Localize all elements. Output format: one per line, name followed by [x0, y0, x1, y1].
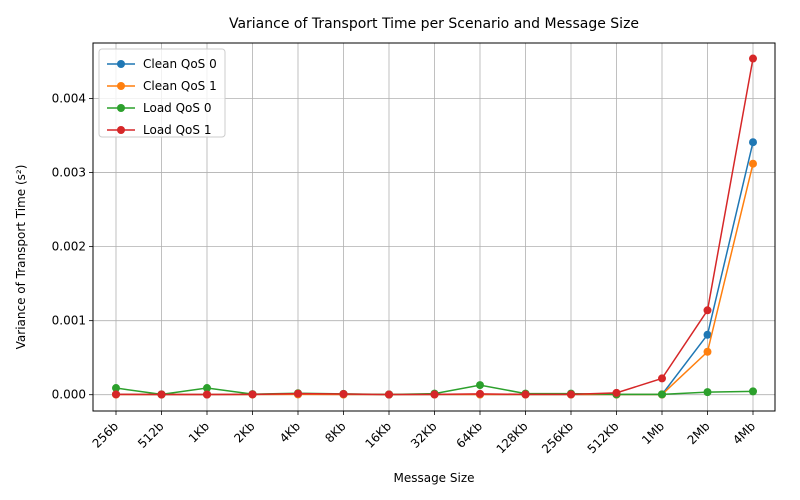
data-point — [112, 384, 120, 393]
legend-label: Clean QoS 1 — [143, 79, 217, 93]
data-point — [112, 390, 120, 399]
legend-swatch-marker — [117, 126, 125, 134]
y-tick-label: 0.004 — [52, 92, 86, 106]
data-point — [203, 384, 211, 393]
data-point — [248, 390, 257, 399]
legend-box — [98, 48, 226, 138]
y-tick-label: 0.000 — [52, 388, 86, 402]
y-tick-label: 0.002 — [52, 240, 86, 254]
y-tick-label: 0.003 — [52, 166, 86, 180]
data-point — [567, 390, 575, 399]
legend-label: Load QoS 1 — [143, 123, 211, 137]
data-point — [476, 389, 484, 398]
legend-item: Clean QoS 0 — [107, 57, 217, 71]
data-point — [749, 159, 757, 168]
x-axis-title: Message Size — [393, 471, 474, 485]
legend-swatch-marker — [117, 82, 125, 90]
data-point — [658, 390, 666, 399]
data-point — [521, 390, 530, 399]
data-point — [294, 389, 302, 398]
data-point — [703, 388, 712, 397]
data-point — [749, 138, 757, 147]
legend-swatch-marker — [117, 104, 125, 112]
data-point — [157, 390, 166, 399]
y-axis: 0.000 0.001 0.002 0.003 0.004 — [52, 92, 93, 402]
data-point — [612, 388, 621, 397]
data-point — [749, 54, 757, 63]
data-point — [203, 390, 211, 399]
legend-item: Clean QoS 1 — [107, 79, 217, 93]
legend-label: Clean QoS 0 — [143, 57, 217, 71]
y-tick-label: 0.001 — [52, 314, 86, 328]
legend: Clean QoS 0 Clean QoS 1 Load QoS 0 Load QoS… — [98, 48, 226, 138]
data-point — [749, 387, 757, 396]
plot-frame — [92, 42, 776, 412]
y-axis-title: Variance of Transport Time (s²) — [14, 165, 28, 350]
data-point — [703, 306, 712, 315]
legend-swatch-marker — [117, 60, 125, 68]
data-point — [476, 381, 484, 390]
data-point — [385, 390, 393, 399]
series-layer — [112, 54, 757, 399]
data-point — [658, 374, 666, 383]
series-load-qos-1 — [112, 54, 757, 399]
data-point — [703, 330, 712, 339]
chart-title: Variance of Transport Time per Scenario … — [229, 16, 639, 32]
legend-item: Load QoS 0 — [107, 101, 211, 115]
legend-label: Load QoS 0 — [143, 101, 211, 115]
data-point — [339, 389, 348, 398]
data-point — [430, 390, 439, 399]
legend-item: Load QoS 1 — [107, 123, 211, 137]
data-point — [703, 347, 712, 356]
